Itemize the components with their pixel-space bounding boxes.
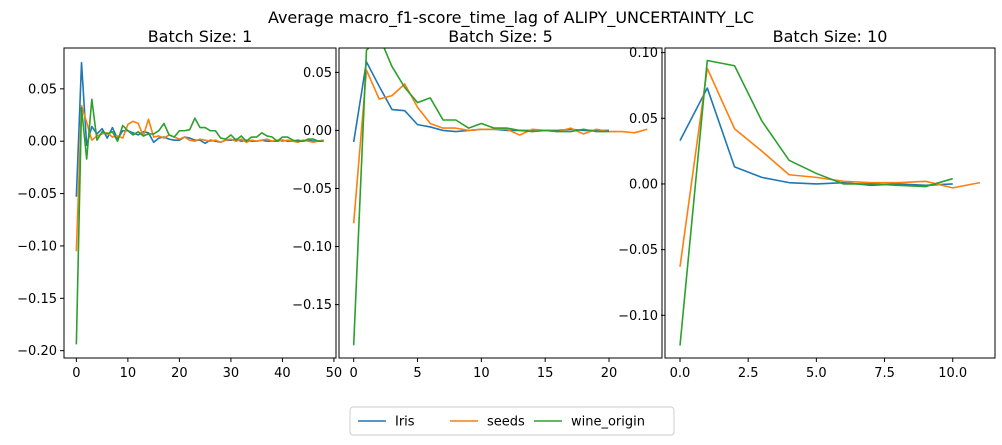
y-tick-label: 0.00 <box>303 124 332 139</box>
y-tick-label: 0.10 <box>629 46 658 61</box>
series-line-iris <box>75 61 324 197</box>
y-tick-label: 0.05 <box>303 66 332 81</box>
panel-title: Batch Size: 5 <box>448 27 553 46</box>
x-tick-label: 2.5 <box>738 366 759 381</box>
series-line-seeds <box>352 69 648 224</box>
y-tick-label: 0.05 <box>629 112 658 127</box>
y-tick-label: −0.05 <box>17 187 57 202</box>
panel-2: Batch Size: 5 0 5 10 15 20 −0.15 −0.10 −0.05 0.00… <box>292 27 663 381</box>
x-tick-label: 15 <box>537 366 554 381</box>
series-line-seeds <box>75 104 324 252</box>
y-tick-label: −0.10 <box>292 240 332 255</box>
x-tick-label: 5 <box>413 366 421 381</box>
x-tick-label: 20 <box>171 366 188 381</box>
x-tick-label: 10 <box>120 366 137 381</box>
x-tick-label: 10 <box>473 366 490 381</box>
series-line-wine-origin <box>679 59 953 346</box>
x-tick-label: 0.0 <box>670 366 691 381</box>
y-tick-label: −0.15 <box>292 298 332 313</box>
x-tick-label: 10.0 <box>938 366 967 381</box>
series-line-wine-origin <box>352 48 610 346</box>
legend-label: wine_origin <box>571 415 645 430</box>
axes-frame <box>63 47 337 359</box>
y-tick-label: −0.15 <box>17 292 57 307</box>
legend-item-seeds: seeds <box>450 415 525 430</box>
figure-title: Average macro_f1-score_time_lag of ALIPY… <box>268 8 754 28</box>
y-tick-label: 0.00 <box>629 177 658 192</box>
panel-title: Batch Size: 10 <box>773 27 888 46</box>
legend-item-iris: Iris <box>358 415 415 430</box>
axes-frame <box>664 47 996 359</box>
y-tick-label: 0.00 <box>28 135 57 150</box>
y-tick-label: −0.10 <box>618 309 658 324</box>
x-tick-label: 40 <box>274 366 291 381</box>
legend-label: seeds <box>487 415 525 430</box>
panel-title: Batch Size: 1 <box>148 27 253 46</box>
series-line-seeds <box>679 67 981 267</box>
x-tick-label: 0 <box>350 366 358 381</box>
y-tick-label: −0.20 <box>17 344 57 359</box>
x-tick-label: 0 <box>72 366 80 381</box>
panel-3: Batch Size: 10 0.0 2.5 5.0 7.5 10.0 −0.10 −0.05… <box>618 27 996 381</box>
x-tick-label: 5.0 <box>806 366 827 381</box>
legend-item-wine-origin: wine_origin <box>534 415 645 430</box>
series-line-wine-origin <box>75 98 324 345</box>
legend-frame <box>349 406 675 436</box>
y-tick-label: 0.05 <box>28 82 57 97</box>
axes-frame <box>338 47 663 359</box>
y-tick-label: −0.05 <box>618 243 658 258</box>
y-tick-label: −0.05 <box>292 182 332 197</box>
y-tick-label: −0.10 <box>17 239 57 254</box>
series-line-iris <box>679 87 953 187</box>
legend-label: Iris <box>395 415 415 430</box>
panel-1: Batch Size: 1 0 10 20 30 40 50 −0.20 −0.15 −0.10 −… <box>17 27 342 381</box>
x-tick-label: 30 <box>223 366 240 381</box>
x-tick-label: 50 <box>326 366 343 381</box>
legend: Iris seeds wine_origin <box>349 406 675 436</box>
x-tick-label: 7.5 <box>874 366 895 381</box>
x-tick-label: 20 <box>601 366 618 381</box>
